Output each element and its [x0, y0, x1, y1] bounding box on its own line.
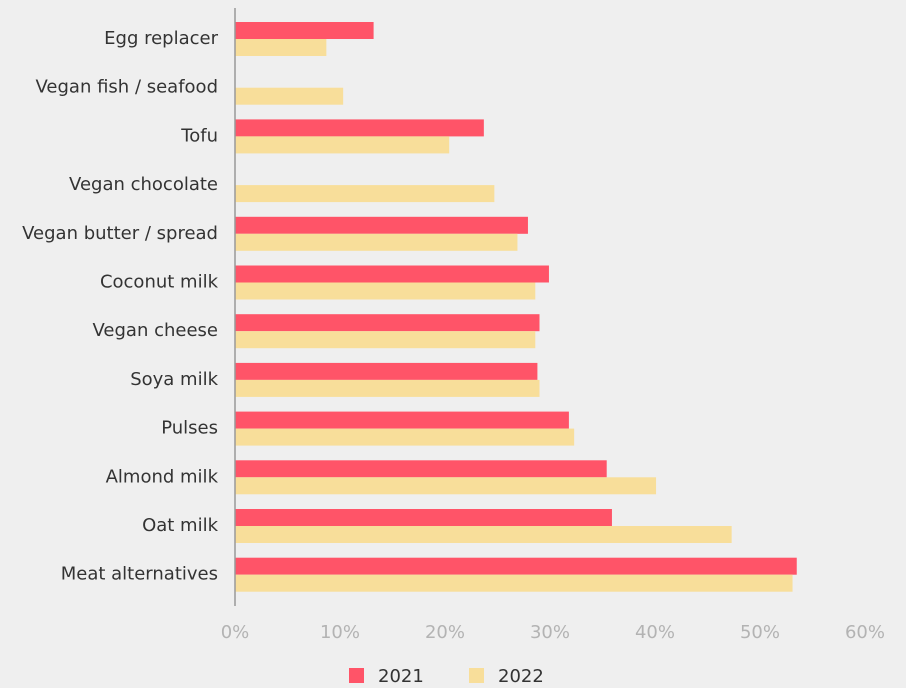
legend-label-2022: 2022	[498, 666, 544, 687]
x-tick-label: 60%	[845, 622, 885, 643]
bars-group	[235, 22, 797, 592]
legend: 2021 2022	[349, 666, 544, 687]
bar-2022-7	[235, 379, 540, 397]
category-labels: Egg replacer Vegan fish / seafood Tofu Vega…	[22, 28, 218, 585]
bar-2021-7	[235, 362, 538, 380]
bar-2022-4	[235, 233, 518, 251]
legend-swatch-2022	[469, 668, 484, 683]
bar-2021-9	[235, 460, 607, 478]
bar-2021-0	[235, 22, 374, 39]
category-label: Soya milk	[130, 369, 218, 390]
bar-2022-2	[235, 136, 450, 154]
category-label: Pulses	[161, 418, 218, 439]
bar-2022-9	[235, 477, 657, 495]
bar-2022-3	[235, 185, 495, 203]
bar-2021-6	[235, 314, 540, 332]
category-label: Almond milk	[106, 466, 219, 487]
bar-2021-11	[235, 557, 797, 575]
bar-2022-11	[235, 574, 793, 592]
bar-2021-2	[235, 119, 484, 137]
x-axis-tick-labels: 0% 10% 20% 30% 40% 50% 60%	[221, 622, 885, 643]
bar-2021-4	[235, 216, 528, 234]
bar-2022-10	[235, 526, 732, 543]
category-label: Vegan butter / spread	[22, 223, 218, 244]
x-tick-label: 10%	[320, 622, 360, 643]
legend-swatch-2021	[349, 668, 364, 683]
category-label: Vegan cheese	[93, 320, 218, 341]
x-tick-label: 40%	[635, 622, 675, 643]
bar-2022-8	[235, 428, 575, 446]
legend-label-2021: 2021	[378, 666, 424, 687]
category-label: Oat milk	[142, 515, 219, 536]
category-label: Egg replacer	[104, 28, 218, 49]
category-label: Coconut milk	[100, 272, 219, 293]
bar-2022-1	[235, 87, 344, 105]
bar-2021-5	[235, 265, 549, 283]
bar-2022-5	[235, 282, 536, 300]
x-tick-label: 50%	[740, 622, 780, 643]
bar-2022-0	[235, 39, 327, 56]
bar-2022-6	[235, 331, 536, 349]
category-label: Vegan fish / seafood	[36, 77, 218, 98]
category-label: Tofu	[180, 125, 218, 146]
bar-2021-10	[235, 509, 612, 526]
x-tick-label: 30%	[530, 622, 570, 643]
category-label: Meat alternatives	[61, 564, 218, 585]
x-tick-label: 0%	[221, 622, 250, 643]
x-tick-label: 20%	[425, 622, 465, 643]
bar-2021-8	[235, 411, 569, 429]
category-label: Vegan chocolate	[69, 174, 218, 195]
